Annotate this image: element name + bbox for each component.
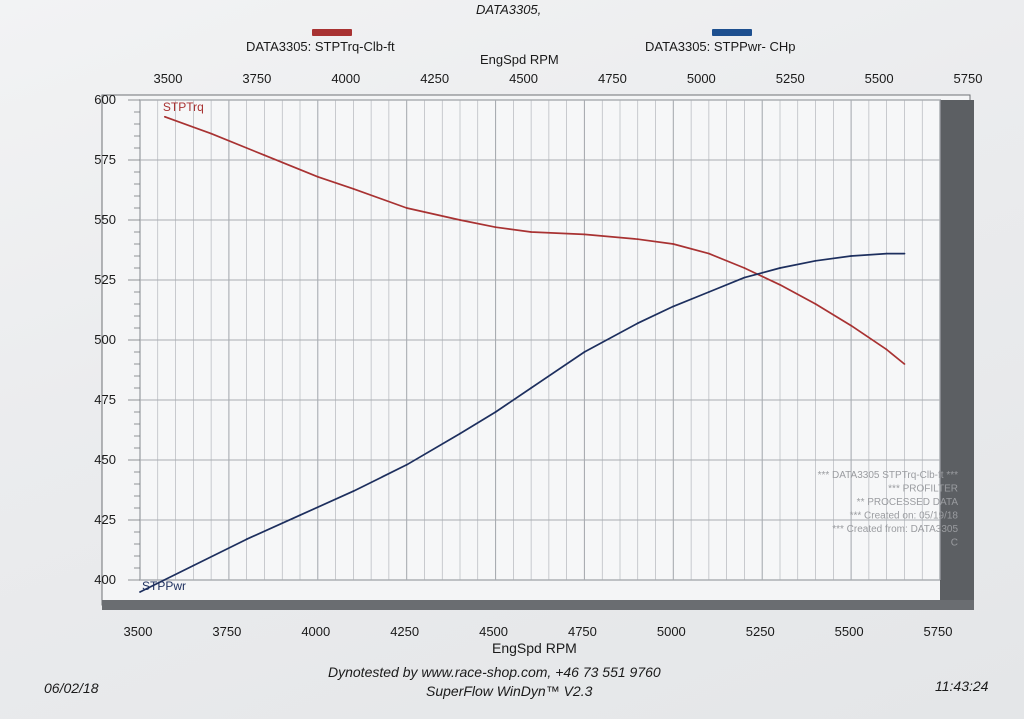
- data-point-stppwr: [139, 591, 141, 593]
- top-x-tick-label: 5500: [865, 71, 894, 86]
- data-point-stppwr: [245, 538, 248, 541]
- data-point-stptrq: [459, 219, 461, 221]
- data-point-stptrq: [316, 175, 319, 178]
- data-point-stptrq: [743, 267, 746, 269]
- data-point-stppwr: [494, 411, 497, 413]
- data-point-stptrq: [583, 233, 586, 236]
- top-axis-label: EngSpd RPM: [480, 52, 559, 67]
- data-point-stppwr: [814, 259, 817, 262]
- data-point-stppwr: [192, 564, 195, 567]
- watermark-line: *** Created from: DATA3305: [832, 524, 958, 535]
- data-point-stptrq: [903, 363, 906, 365]
- torque-legend-label: DATA3305: STPTrq-Clb-ft: [246, 39, 395, 54]
- x-tick-label: 4000: [301, 624, 330, 639]
- watermark-line: *** PROFILTER: [888, 484, 958, 495]
- data-point-stptrq: [263, 154, 266, 157]
- top-x-tick-label: 3750: [242, 71, 271, 86]
- data-point-stppwr: [672, 305, 675, 308]
- y-tick-label: 475: [94, 392, 116, 407]
- x-tick-label: 5750: [924, 624, 953, 639]
- power-legend-swatch: [712, 29, 752, 36]
- x-tick-label: 4750: [568, 624, 597, 639]
- data-point-stppwr: [707, 291, 710, 293]
- watermark-line: C: [951, 538, 958, 549]
- torque-legend-swatch: [312, 29, 352, 36]
- watermark-line: ** PROCESSED DATA: [857, 497, 959, 508]
- data-point-stppwr: [352, 490, 355, 493]
- top-x-tick-label: 4250: [420, 71, 449, 86]
- data-point-stppwr: [885, 252, 888, 255]
- data-point-stptrq: [850, 324, 853, 327]
- software-credit: SuperFlow WinDyn™ V2.3: [426, 683, 593, 699]
- watermark-line: *** DATA3305 STPTrq-Clb-ft ***: [818, 470, 959, 481]
- data-point-stptrq: [163, 115, 166, 118]
- y-tick-label: 525: [94, 272, 116, 287]
- x-tick-label: 5500: [835, 624, 864, 639]
- data-point-stppwr: [583, 351, 586, 353]
- top-x-tick-label: 4750: [598, 71, 627, 86]
- data-point-stppwr: [743, 276, 746, 279]
- y-tick-label: 575: [94, 152, 116, 167]
- series-label-stptrq: STPTrq: [163, 100, 204, 114]
- data-point-stptrq: [494, 226, 497, 229]
- y-tick-label: 550: [94, 212, 116, 227]
- data-point-stptrq: [707, 252, 710, 255]
- data-point-stptrq: [405, 207, 408, 209]
- data-point-stptrq: [779, 283, 781, 286]
- data-point-stppwr: [405, 463, 408, 466]
- y-tick-label: 600: [94, 92, 116, 107]
- bottom-axis-label: EngSpd RPM: [492, 640, 577, 656]
- frame-bottom-edge: [102, 600, 974, 610]
- top-x-tick-label: 5000: [687, 71, 716, 86]
- data-point-stptrq: [672, 243, 675, 245]
- data-point-stptrq: [210, 132, 213, 135]
- data-point-stppwr: [779, 267, 781, 269]
- x-tick-label: 3750: [212, 624, 241, 639]
- watermark-line: *** Created on: 05/19/18: [850, 511, 959, 522]
- power-legend-label: DATA3305: STPPwr- CHp: [645, 39, 796, 54]
- y-tick-label: 450: [94, 452, 116, 467]
- top-x-tick-label: 4000: [331, 71, 360, 86]
- data-point-stptrq: [885, 348, 888, 351]
- top-x-tick-label: 3500: [154, 71, 183, 86]
- top-title: DATA3305,: [476, 2, 542, 17]
- data-point-stptrq: [636, 238, 639, 241]
- top-x-tick-label: 5750: [954, 71, 983, 86]
- x-tick-label: 4250: [390, 624, 419, 639]
- data-point-stppwr: [903, 252, 906, 255]
- x-tick-label: 4500: [479, 624, 508, 639]
- data-point-stppwr: [636, 322, 639, 325]
- data-point-stptrq: [530, 231, 533, 233]
- data-point-stptrq: [352, 187, 355, 190]
- dyno-credit: Dynotested by www.race-shop.com, +46 73 …: [328, 664, 661, 680]
- data-point-stppwr: [530, 387, 533, 389]
- y-tick-label: 425: [94, 512, 116, 527]
- print-date: 06/02/18: [44, 680, 99, 696]
- data-point-stppwr: [459, 432, 461, 435]
- print-time: 11:43:24: [935, 678, 989, 694]
- frame-right-edge: [940, 100, 974, 605]
- data-point-stppwr: [850, 255, 853, 257]
- y-tick-label: 400: [94, 572, 116, 587]
- y-tick-label: 500: [94, 332, 116, 347]
- data-point-stptrq: [814, 303, 817, 305]
- data-point-stppwr: [299, 514, 301, 517]
- x-tick-label: 5000: [657, 624, 686, 639]
- x-tick-label: 5250: [746, 624, 775, 639]
- top-x-tick-label: 5250: [776, 71, 805, 86]
- series-label-stppwr: STPPwr: [142, 579, 186, 593]
- x-tick-label: 3500: [124, 624, 153, 639]
- top-x-tick-label: 4500: [509, 71, 538, 86]
